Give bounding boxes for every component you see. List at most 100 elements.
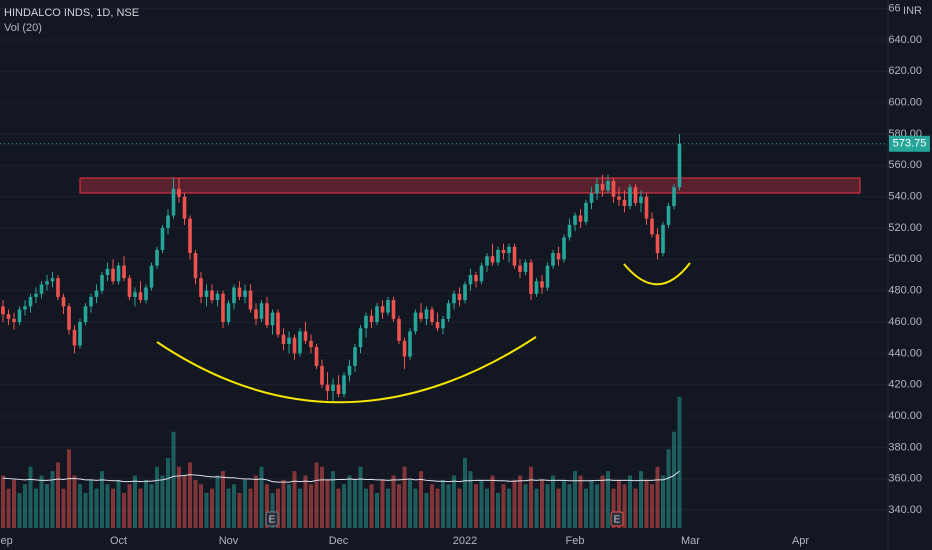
candle-body (259, 303, 264, 319)
volume-bar (485, 488, 489, 528)
volume-bar (6, 488, 11, 528)
volume-bar (56, 462, 60, 528)
volume-bar (628, 475, 632, 528)
volume-bar (243, 479, 247, 528)
candle-body (617, 196, 621, 200)
candle-body (666, 206, 671, 225)
candle-body (600, 184, 605, 191)
volume-bar (468, 471, 473, 528)
candle-body (127, 278, 132, 297)
candle-body (254, 309, 258, 319)
x-tick-label: Apr (792, 535, 809, 547)
volume-bar (144, 479, 148, 528)
candle-body (309, 340, 313, 348)
volume-bar (584, 488, 588, 528)
candle-body (655, 234, 660, 254)
y-tick-label: 420.00 (888, 379, 922, 391)
earnings-icon (265, 511, 279, 527)
y-tick-label: 440.00 (888, 347, 922, 359)
candle-body (133, 292, 137, 297)
candle-body (138, 292, 143, 301)
candle-body (386, 300, 390, 313)
volume-bar (221, 471, 225, 528)
volume-bar (28, 466, 33, 528)
resistance-zone (79, 177, 861, 194)
volume-bar (72, 475, 77, 528)
volume-bar (430, 484, 434, 528)
volume-bar (166, 458, 170, 528)
y-tick-label: 560.00 (888, 159, 922, 171)
earnings-marker[interactable]: E (610, 511, 624, 527)
candle-body (248, 290, 253, 310)
volume-bar (600, 475, 605, 528)
volume-bar (452, 475, 456, 528)
currency-label: INR (903, 5, 922, 17)
candle-body (540, 281, 544, 288)
candle-body (292, 337, 297, 354)
volume-bar (248, 488, 253, 528)
candle-body (265, 303, 269, 326)
candle-body (419, 312, 423, 319)
candle-body (562, 237, 566, 260)
volume-bar (661, 475, 665, 528)
volume-bar (375, 493, 379, 528)
candles (0, 133, 888, 402)
x-tick-label: 2022 (453, 535, 477, 547)
candle-body (34, 293, 38, 297)
candle-body (72, 329, 77, 346)
volume-bar (320, 466, 324, 528)
candle-body (622, 199, 627, 207)
candle-body (177, 188, 181, 197)
candle-body (303, 331, 308, 341)
candle-body (397, 318, 401, 341)
candle-body (182, 196, 187, 219)
candle-body (298, 331, 302, 354)
candle-body (243, 290, 247, 297)
y-tick-label: 600.00 (888, 97, 922, 109)
candle-body (518, 265, 522, 272)
volume-bar (177, 466, 181, 528)
candle-body (23, 306, 27, 310)
candle-body (12, 318, 16, 323)
volume-bar (270, 493, 275, 528)
volume-bar (210, 488, 214, 528)
volume-bar (34, 488, 38, 528)
volume-bar (204, 493, 209, 528)
candle-body (94, 290, 99, 297)
earnings-marker[interactable]: E (265, 511, 279, 527)
candle-body (122, 265, 126, 279)
volume-bar (89, 479, 93, 528)
earnings-label: E (269, 515, 276, 526)
candle-body (672, 187, 676, 207)
candle-body (155, 249, 159, 266)
candle-body (358, 328, 363, 348)
candle-body (633, 187, 638, 203)
volume-bar (17, 493, 22, 528)
volume-bar (160, 475, 165, 528)
candle-body (210, 290, 214, 301)
y-tick-label: 500.00 (888, 253, 922, 265)
candle-body (369, 315, 374, 323)
candle-body (380, 306, 385, 313)
candle-body (644, 196, 649, 219)
price-axis: 340.00 360.00 380.00 400.00 420.00 440.00 460.… (888, 3, 922, 516)
candle-body (523, 262, 528, 272)
x-tick-label: Sep (0, 535, 13, 547)
volume-bar (232, 484, 236, 528)
volume-bar (397, 484, 401, 528)
volume-bar (50, 471, 55, 528)
last-price-box (889, 135, 930, 152)
candle-body (353, 347, 357, 366)
volume-bar (254, 475, 258, 528)
candle-body (413, 312, 418, 332)
volume-bar (331, 471, 335, 528)
cup-curve (156, 336, 537, 404)
y-tick-label: 480.00 (888, 285, 922, 297)
volume-bar (518, 475, 522, 528)
volume-bar (677, 396, 682, 528)
earnings-icon (610, 511, 624, 527)
volume-bar (496, 493, 500, 528)
volume-bar (100, 471, 104, 528)
volume-bar (45, 484, 49, 528)
candle-body (391, 300, 396, 319)
